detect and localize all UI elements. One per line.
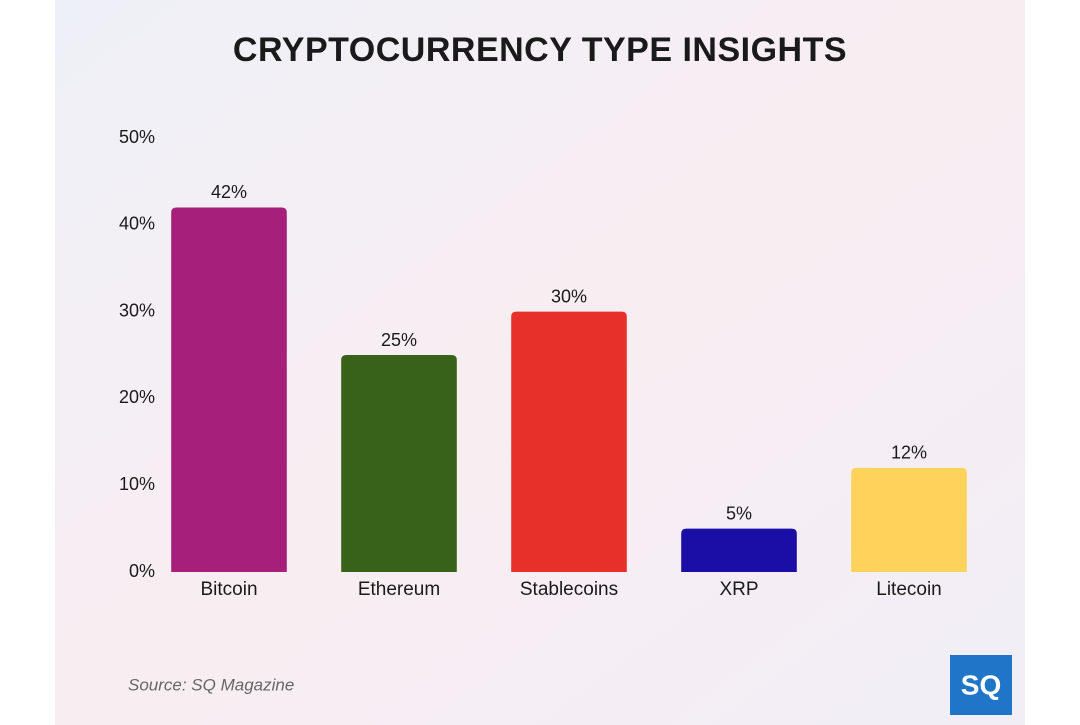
value-label: 25% <box>381 330 417 350</box>
value-label: 42% <box>211 182 247 202</box>
bar <box>511 311 627 572</box>
logo: SQ <box>961 669 1001 700</box>
bar <box>681 528 797 572</box>
y-tick-label: 10% <box>119 474 155 494</box>
y-tick-label: 50% <box>119 127 155 147</box>
x-tick-label: Ethereum <box>358 579 440 600</box>
bar <box>341 355 457 572</box>
bar <box>851 467 967 572</box>
x-tick-label: Bitcoin <box>200 579 257 600</box>
x-tick-label: XRP <box>719 579 758 600</box>
value-label: 5% <box>726 503 752 523</box>
x-tick-label: Litecoin <box>876 579 942 600</box>
y-tick-label: 20% <box>119 387 155 407</box>
chart-title: CRYPTOCURRENCY TYPE INSIGHTS <box>233 31 847 69</box>
bar <box>171 207 287 572</box>
logo-box <box>950 655 1012 715</box>
x-tick-label: Stablecoins <box>520 579 618 600</box>
y-tick-label: 30% <box>119 300 155 320</box>
source-note: Source: SQ Magazine <box>128 675 294 694</box>
value-label: 30% <box>551 286 587 306</box>
value-label: 12% <box>891 443 927 463</box>
y-tick-label: 0% <box>129 561 155 581</box>
y-tick-label: 40% <box>119 214 155 234</box>
